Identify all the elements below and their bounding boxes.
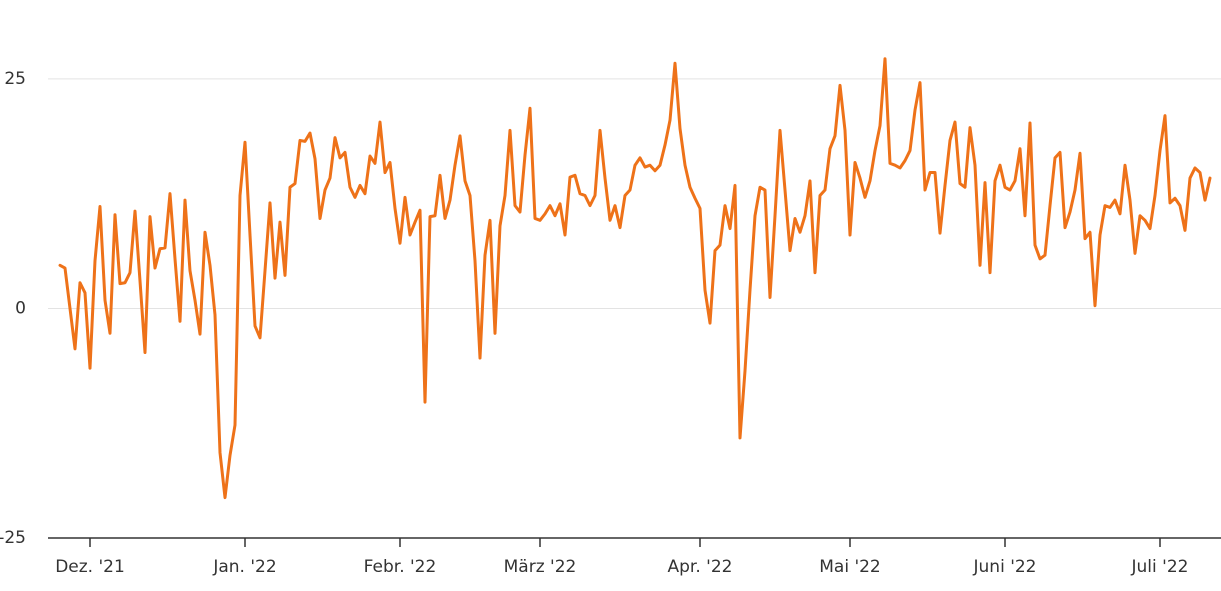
x-tick-label: Juni '22 [973, 557, 1037, 577]
x-tick-label: Febr. '22 [364, 557, 437, 577]
x-tick-label: Mai '22 [819, 557, 881, 577]
x-tick-label: Juli '22 [1131, 557, 1189, 577]
x-tick-label: Jan. '22 [212, 557, 276, 577]
y-tick-label: -25 [0, 528, 26, 548]
y-tick-label: 0 [15, 298, 26, 318]
x-tick-label: März '22 [504, 557, 577, 577]
y-tick-label: 25 [4, 69, 26, 89]
x-tick-label: Dez. '21 [55, 557, 125, 577]
x-tick-label: Apr. '22 [668, 557, 733, 577]
data-line [58, 57, 1212, 500]
